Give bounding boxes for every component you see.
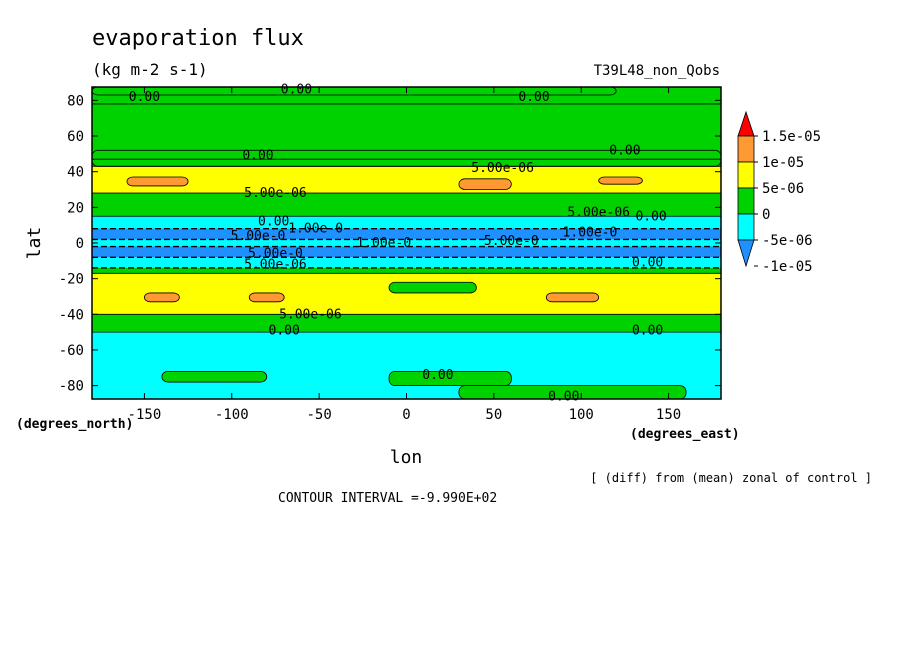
contour-label-9: 0.00 — [258, 215, 289, 230]
colorbar-label-4: -5e-06 — [762, 233, 813, 249]
colorbar-label-5: -1e-05 — [762, 259, 813, 275]
lat-band-5 — [92, 216, 721, 229]
contour-label-5: 5.00e-06 — [471, 161, 534, 176]
colorbar-label-3: 0 — [762, 207, 770, 223]
lat-band-9 — [92, 257, 721, 268]
x-tick-label-2: -50 — [306, 407, 331, 423]
colorbar-label-0: 1.5e-05 — [762, 129, 821, 145]
contour-label-0: 0.00 — [129, 90, 160, 105]
contour-label-8: 0.00 — [635, 209, 666, 224]
colorbar-box-1 — [737, 161, 755, 189]
x-tick-label-4: 50 — [485, 407, 502, 423]
contour-label-22: 0.00 — [548, 389, 579, 404]
colorbar-box-2 — [737, 187, 755, 215]
y-tick-label-3: -20 — [59, 272, 84, 288]
colorbar-arrow-bottom — [737, 239, 755, 268]
x-tick-label-6: 150 — [656, 407, 681, 423]
colorbar-label-1: 1e-05 — [762, 155, 804, 171]
lat-band-7 — [92, 239, 721, 247]
y-tick-label-4: 0 — [76, 236, 84, 252]
x-axis-label: lon — [390, 447, 423, 468]
y-tick-label-7: 60 — [67, 129, 84, 145]
contour-label-11: 1.00e-0 — [288, 222, 343, 237]
lat-band-11 — [92, 273, 721, 315]
chart-title: evaporation flux — [92, 26, 304, 51]
field-patch-9 — [161, 370, 268, 383]
y-axis-label: lat — [24, 227, 45, 260]
contour-label-21: 0.00 — [422, 368, 453, 383]
run-label: T39L48_non_Qobs — [594, 63, 720, 79]
chart-units: (kg m-2 s-1) — [92, 60, 208, 79]
field-patch-2 — [126, 176, 189, 187]
y-tick-label-8: 80 — [67, 93, 84, 109]
contour-label-3: 0.00 — [242, 149, 273, 164]
lat-band-10 — [92, 267, 721, 274]
field-patch-3 — [458, 178, 512, 190]
contour-label-6: 5.00e-06 — [244, 186, 307, 201]
y-unit-label: (degrees_north) — [16, 417, 133, 432]
x-tick-label-5: 100 — [569, 407, 594, 423]
y-tick-label-2: -40 — [59, 307, 84, 323]
field-patch-5 — [144, 292, 180, 303]
lat-band-4 — [92, 193, 721, 217]
field-patch-8 — [388, 281, 477, 294]
colorbar-arrow-top — [737, 110, 755, 137]
y-tick-label-0: -80 — [59, 379, 84, 395]
contour-label-15: 5.00e-0 — [248, 247, 303, 262]
x-unit-label: (degrees_east) — [630, 427, 740, 442]
contour-label-19: 0.00 — [269, 323, 300, 338]
contour-label-4: 0.00 — [609, 143, 640, 158]
field-patch-6 — [248, 292, 285, 303]
lat-band-8 — [92, 246, 721, 258]
colorbar-box-3 — [737, 213, 755, 241]
y-tick-label-5: 20 — [67, 200, 84, 216]
y-axis: -80 -60 -40 -20 0 20 40 60 80 — [59, 93, 721, 395]
x-axis: -150 -100 -50 0 50 100 150 — [128, 87, 681, 423]
x-tick-label-0: -150 — [128, 407, 162, 423]
y-tick-label-6: 40 — [67, 165, 84, 181]
contour-label-12: 1.00e-0 — [356, 236, 411, 251]
contour-label-16: 5.00e-06 — [244, 257, 307, 272]
colorbar-box-0 — [737, 135, 755, 163]
contour-label-1: 0.00 — [281, 83, 312, 98]
contour-label-2: 0.00 — [518, 90, 549, 105]
field-patch-7 — [545, 292, 600, 303]
diff-note: [ (diff) from (mean) zonal of control ] — [590, 471, 872, 485]
contour-label-7: 5.00e-06 — [567, 206, 630, 221]
field-patch-10 — [388, 370, 512, 387]
x-tick-label-3: 0 — [402, 407, 410, 423]
contour-label-10: 5.00e-0 — [231, 229, 286, 244]
contour-label-13: 5.00e-0 — [484, 234, 539, 249]
colorbar: 1.5e-05 1e-05 5e-06 0 -5e-06 -1e-05 — [737, 110, 821, 275]
x-tick-label-1: -100 — [215, 407, 249, 423]
field-patch-4 — [598, 176, 643, 185]
contour-label-14: 1.00e-0 — [563, 225, 618, 240]
lat-band-6 — [92, 228, 721, 240]
contour-interval: CONTOUR INTERVAL =-9.990E+02 — [278, 491, 497, 506]
lat-band-12 — [92, 314, 721, 333]
contour-label-20: 0.00 — [632, 323, 663, 338]
colorbar-label-2: 5e-06 — [762, 181, 804, 197]
contour-label-18: 5.00e-06 — [279, 307, 342, 322]
contour-field — [91, 86, 722, 400]
contour-label-17: 0.00 — [632, 256, 663, 271]
y-tick-label-1: -60 — [59, 343, 84, 359]
